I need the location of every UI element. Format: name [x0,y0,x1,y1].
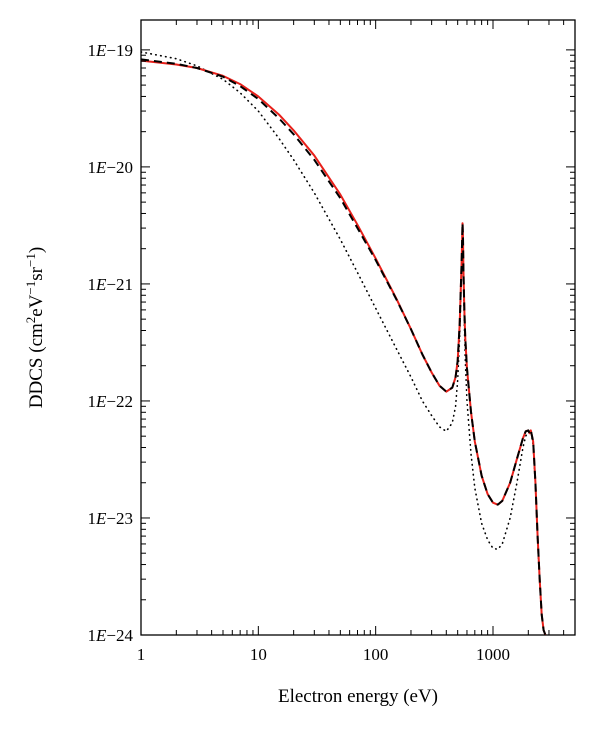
y-tick-label: 1E−24 [88,626,134,645]
x-tick-label: 1000 [476,645,510,664]
y-tick-label: 1E−19 [88,41,133,60]
y-tick-label: 1E−23 [88,509,133,528]
series-dashed-line [141,58,547,635]
x-tick-labels: 1 10 100 1000 [137,645,510,664]
plot-frame [140,19,576,636]
ticks-layer [140,20,576,636]
series-layer [141,51,547,635]
y-tick-label: 1E−22 [88,392,133,411]
x-tick-label: 100 [363,645,389,664]
x-tick-label: 10 [250,645,267,664]
y-tick-labels: 1E−19 1E−20 1E−21 1E−22 1E−23 1E−24 [88,41,134,645]
y-tick-label: 1E−21 [88,275,133,294]
y-tick-label: 1E−20 [88,158,133,177]
x-axis-title: Electron energy (eV) [278,686,438,707]
y-axis-title: DDCS (cm2eV−1sr−1) [23,247,48,408]
x-tick-label: 1 [137,645,146,664]
